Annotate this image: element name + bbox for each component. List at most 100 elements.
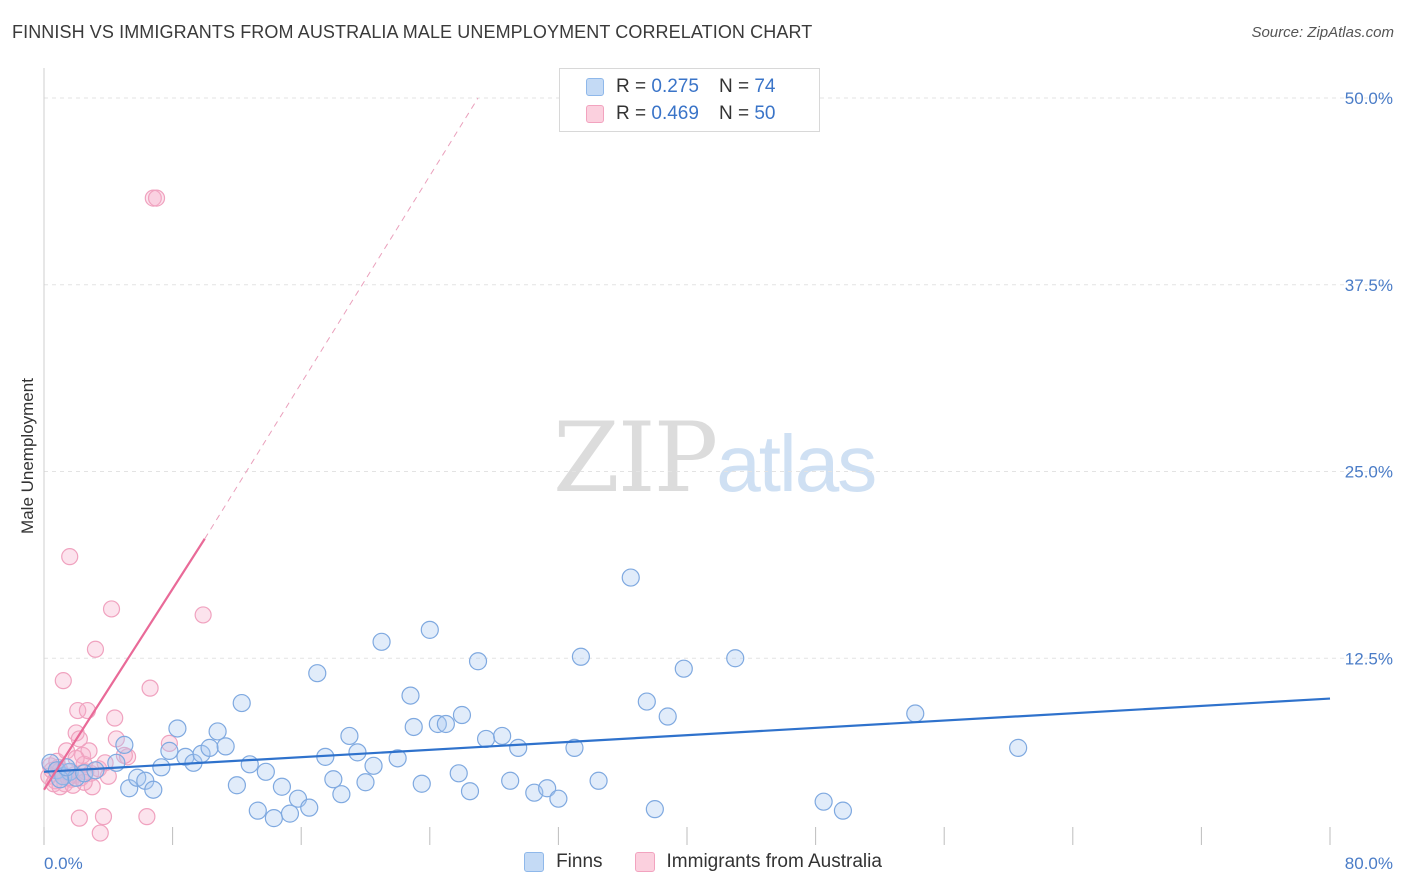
finns-point	[674, 659, 693, 678]
finns-trend-line	[43, 697, 1331, 773]
finns-point	[814, 792, 833, 811]
finns-point	[420, 620, 439, 639]
chart-title: FINNISH VS IMMIGRANTS FROM AUSTRALIA MAL…	[12, 22, 813, 42]
finns-point	[152, 758, 171, 777]
y-tick-label: 12.5%	[1345, 649, 1393, 668]
finns-point	[264, 809, 283, 828]
finns-point	[565, 738, 584, 757]
legend-n-label-immigrants: N =	[718, 103, 750, 124]
legend-swatch-finns	[586, 78, 604, 96]
finns-point	[232, 693, 251, 713]
legend-n-label-finns: N =	[718, 76, 750, 97]
legend-swatch-immigrants	[586, 105, 604, 123]
finns-point	[906, 704, 925, 723]
legend-r-value-immigrants: 0.469	[651, 103, 699, 124]
finns-point	[168, 719, 187, 738]
immigrants-point	[91, 824, 109, 842]
finns-point	[348, 743, 367, 762]
y-tick-label: 37.5%	[1345, 276, 1393, 295]
immigrants-point	[80, 742, 98, 760]
finns-point	[404, 717, 423, 737]
finns-point	[248, 801, 267, 820]
finns-point	[538, 779, 557, 798]
legend-n-value-finns: 74	[754, 76, 776, 97]
finns-point	[364, 756, 383, 775]
series-legend-finns[interactable]: Finns	[524, 851, 603, 873]
series-swatch-immigrants	[634, 852, 655, 872]
finns-point	[388, 749, 407, 768]
immigrants-point	[160, 734, 178, 753]
finns-point	[549, 789, 568, 808]
finns-point	[324, 770, 343, 789]
finns-point	[452, 705, 472, 725]
finns-point	[589, 771, 608, 790]
immigrants-point	[61, 548, 79, 566]
immigrants-point	[94, 808, 113, 826]
immigrants-point	[70, 809, 88, 827]
finns-point	[436, 714, 455, 734]
finns-point	[227, 776, 246, 795]
legend-r-label-immigrants: R =	[616, 103, 647, 124]
finns-point	[509, 738, 528, 757]
immigrants-point	[69, 701, 87, 720]
axes	[43, 68, 1331, 845]
immigrants-point	[70, 730, 88, 748]
finns-point	[308, 664, 327, 683]
immigrants-point	[106, 709, 124, 727]
finns-point	[372, 632, 391, 651]
finns-point	[200, 738, 219, 757]
immigrants-point	[138, 808, 156, 826]
y-axis-label: Male Unemployment	[18, 378, 37, 534]
finns-point	[256, 762, 275, 781]
immigrants-point	[194, 606, 212, 624]
correlation-legend: R = 0.275 N = 74 R = 0.469 N = 50	[559, 68, 820, 132]
finns-point	[272, 777, 292, 796]
finns-point	[300, 798, 319, 817]
finns-point	[621, 568, 640, 587]
watermark-atlas: atlas	[716, 419, 877, 508]
finns-point	[571, 647, 591, 666]
series-label-finns: Finns	[556, 851, 603, 872]
immigrants-trend-extension	[204, 97, 479, 539]
legend-r-label-finns: R =	[616, 76, 647, 97]
finns-point	[468, 652, 488, 671]
finns-point	[460, 782, 480, 801]
watermark: ZIPatlas	[553, 402, 877, 514]
immigrants-point	[78, 701, 97, 720]
x-tick-label-min: 0.0%	[44, 854, 83, 873]
legend-n-value-immigrants: 50	[754, 103, 776, 124]
series-legend: Finns Immigrants from Australia	[0, 851, 1406, 873]
chart-source: Source: ZipAtlas.com	[1251, 24, 1394, 41]
immigrants-point	[54, 672, 72, 690]
series-swatch-finns	[524, 852, 545, 872]
gridlines	[44, 97, 1390, 659]
finns-point	[160, 741, 179, 760]
immigrants-point	[102, 600, 121, 618]
finns-point	[280, 804, 300, 823]
finns-point	[726, 649, 745, 668]
immigrants-point	[147, 189, 166, 207]
y-tick-label: 50.0%	[1345, 89, 1393, 108]
immigrants-trend-line	[43, 538, 206, 791]
series-label-immigrants: Immigrants from Australia	[666, 851, 882, 872]
immigrants-point	[141, 679, 159, 697]
legend-r-value-finns: 0.275	[651, 76, 699, 97]
immigrants-points	[40, 189, 212, 842]
finns-point	[645, 800, 664, 819]
finns-point	[216, 737, 235, 756]
finns-point	[637, 692, 656, 711]
finns-point	[356, 773, 375, 792]
finns-point	[493, 726, 512, 746]
y-tick-label: 25.0%	[1345, 463, 1393, 482]
finns-point	[1009, 738, 1028, 757]
finns-point	[501, 771, 520, 790]
finns-point	[115, 735, 134, 755]
series-legend-immigrants[interactable]: Immigrants from Australia	[634, 851, 882, 873]
finns-point	[833, 801, 853, 820]
finns-point	[240, 755, 259, 774]
finns-point	[412, 774, 431, 793]
finns-points	[41, 568, 1028, 828]
legend-row-immigrants: R = 0.469 N = 50	[586, 102, 775, 126]
legend-row-finns: R = 0.275 N = 74	[586, 75, 775, 99]
